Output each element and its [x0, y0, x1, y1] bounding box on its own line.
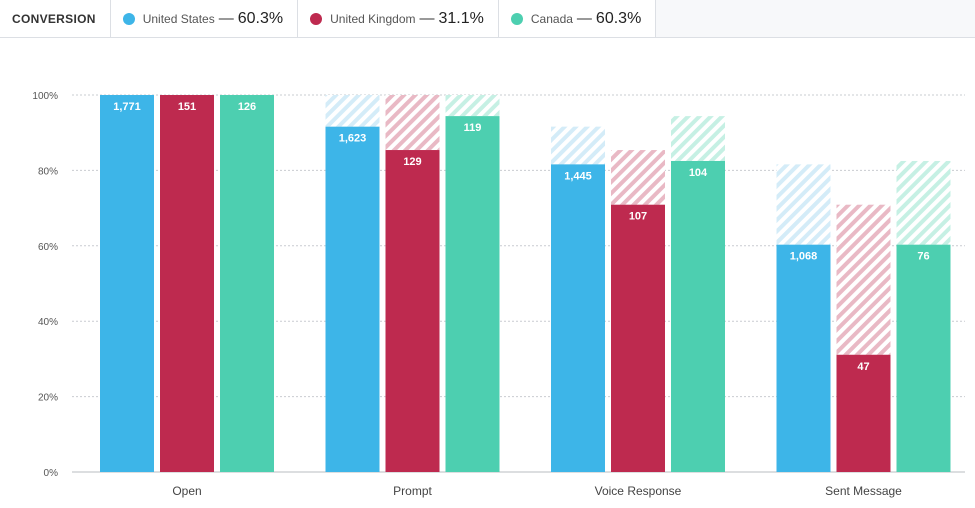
dropoff-bar: [445, 95, 500, 117]
y-tick-label: 40%: [38, 317, 58, 328]
conversion-header: CONVERSION United States — 60.3% United …: [0, 0, 975, 38]
legend-label: United States: [142, 11, 215, 26]
conversion-bar-chart: 0% 20% 40% 60% 80% 100% 1,771 151 126 Open 1,623 12…: [32, 91, 965, 498]
y-tick-label: 0%: [44, 468, 59, 479]
legend-value: 31.1%: [438, 9, 484, 27]
legend-item-united-kingdom[interactable]: United Kingdom — 31.1%: [298, 0, 499, 37]
dropoff-bar: [836, 204, 891, 355]
dropoff-bar: [551, 126, 605, 165]
bar: [220, 95, 274, 472]
x-category-label: Prompt: [393, 484, 432, 498]
conversion-title: CONVERSION: [0, 0, 111, 37]
dropoff-bar: [385, 95, 440, 151]
data-label: 47: [857, 361, 869, 373]
united-states-dot-icon: [122, 12, 135, 25]
legend-dash: —: [218, 10, 234, 27]
legend-item-canada[interactable]: Canada — 60.3%: [498, 0, 657, 37]
x-category-label: Open: [172, 484, 201, 498]
data-label: 104: [689, 167, 708, 179]
dropoff-bar: [776, 164, 831, 245]
data-label: 126: [238, 101, 256, 113]
data-label: 1,771: [113, 101, 141, 113]
bar: [160, 95, 214, 472]
bar: [611, 204, 665, 472]
bar: [896, 244, 951, 472]
data-label: 107: [629, 211, 647, 223]
y-tick-label: 80%: [38, 166, 58, 177]
y-tick-label: 100%: [32, 91, 58, 102]
dropoff-bar: [325, 95, 380, 127]
dropoff-bar: [611, 150, 665, 205]
bar: [385, 150, 440, 472]
legend-label: Canada: [530, 11, 573, 26]
bar: [100, 95, 154, 472]
data-label: 1,623: [339, 133, 367, 145]
data-label: 129: [403, 156, 421, 168]
data-label: 76: [917, 251, 929, 263]
legend-dash: —: [419, 10, 435, 27]
x-category-label: Voice Response: [595, 484, 682, 498]
data-label: 151: [178, 101, 196, 113]
bar: [551, 164, 605, 473]
dropoff-bar: [896, 160, 951, 245]
bar: [671, 160, 725, 472]
dropoff-bar: [671, 116, 725, 161]
data-label: 1,445: [564, 170, 592, 182]
bar: [836, 354, 891, 472]
canada-dot-icon: [510, 12, 523, 25]
y-tick-label: 20%: [38, 393, 58, 404]
legend-dash: —: [576, 10, 592, 27]
united-kingdom-dot-icon: [310, 12, 323, 25]
legend-value: 60.3%: [595, 9, 642, 27]
bar: [776, 244, 831, 472]
y-tick-label: 60%: [38, 242, 58, 253]
legend-value: 60.3%: [237, 9, 284, 27]
bar: [325, 126, 380, 472]
legend-item-united-states[interactable]: United States — 60.3%: [110, 0, 299, 37]
bar: [445, 116, 500, 472]
data-label: 1,068: [790, 251, 818, 263]
x-category-label: Sent Message: [825, 484, 902, 498]
data-label: 119: [464, 122, 482, 134]
legend-label: United Kingdom: [330, 11, 416, 26]
